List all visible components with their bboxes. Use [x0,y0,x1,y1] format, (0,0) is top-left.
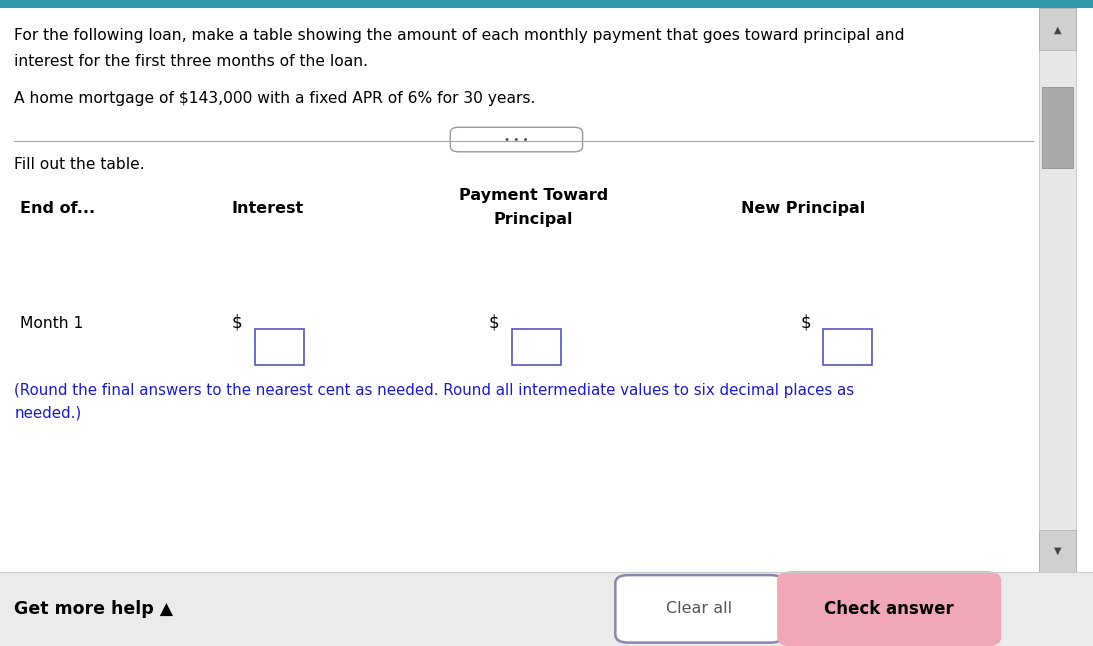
Text: Interest: Interest [232,200,304,216]
Bar [823,329,872,365]
Text: $: $ [800,314,811,332]
Text: (Round the final answers to the nearest cent as needed. Round all intermediate v: (Round the final answers to the nearest … [14,383,855,399]
Text: needed.): needed.) [14,406,82,421]
Text: $: $ [232,314,243,332]
FancyBboxPatch shape [777,571,1001,646]
Text: Month 1: Month 1 [20,315,83,331]
Bar [1042,87,1073,168]
Text: Payment Toward: Payment Toward [459,187,608,203]
FancyBboxPatch shape [450,127,583,152]
Text: For the following loan, make a table showing the amount of each monthly payment : For the following loan, make a table sho… [14,28,905,43]
Bar [1039,8,1076,572]
Bar [1039,530,1076,572]
Bar [0,0,1093,8]
Text: A home mortgage of $143,000 with a fixed APR of 6% for 30 years.: A home mortgage of $143,000 with a fixed… [14,90,536,106]
Bar [512,329,561,365]
Text: Check answer: Check answer [824,600,954,618]
Text: ▲: ▲ [1054,25,1061,34]
Text: $: $ [489,314,500,332]
Bar [255,329,304,365]
Text: Principal: Principal [494,212,573,227]
Bar [1039,8,1076,50]
Text: interest for the first three months of the loan.: interest for the first three months of t… [14,54,368,69]
Text: ▼: ▼ [1054,546,1061,556]
Text: Get more help ▲: Get more help ▲ [14,600,174,618]
Text: End of...: End of... [20,200,95,216]
Bar [0,572,1093,646]
Text: Fill out the table.: Fill out the table. [14,157,145,172]
Text: New Principal: New Principal [741,200,866,216]
Text: • • •: • • • [504,134,529,145]
FancyBboxPatch shape [615,575,784,643]
Text: Clear all: Clear all [667,601,732,616]
